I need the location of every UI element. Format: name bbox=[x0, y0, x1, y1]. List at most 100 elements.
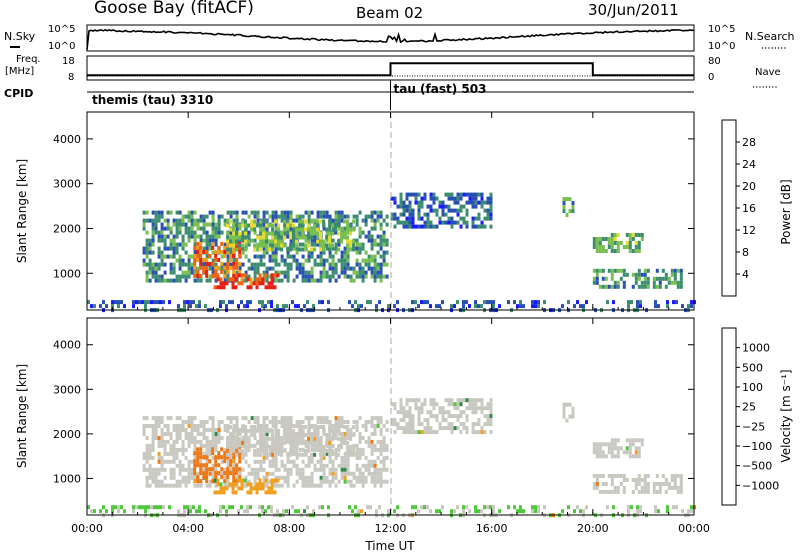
power-cell bbox=[289, 254, 293, 259]
power-cell bbox=[373, 278, 377, 283]
velocity-cell bbox=[235, 428, 239, 433]
power-cell bbox=[301, 247, 305, 252]
power-cell bbox=[631, 237, 635, 241]
colorbar-tick-label: 100 bbox=[742, 381, 763, 394]
power-cell bbox=[483, 300, 486, 305]
velocity-cell bbox=[310, 452, 314, 457]
velocity-cell bbox=[270, 486, 274, 491]
velocity-cell bbox=[286, 452, 290, 457]
power-cell bbox=[385, 238, 389, 243]
power-cell bbox=[160, 254, 164, 259]
power-cell bbox=[226, 210, 230, 215]
velocity-cell bbox=[373, 443, 377, 448]
velocity-cell bbox=[325, 416, 329, 421]
velocity-cell bbox=[175, 436, 179, 440]
velocity-cell bbox=[319, 444, 323, 449]
power-cell bbox=[217, 234, 221, 239]
velocity-cell bbox=[483, 430, 487, 435]
power-cell bbox=[628, 233, 632, 237]
power-cell bbox=[408, 204, 412, 209]
velocity-cell bbox=[253, 475, 257, 480]
velocity-cell bbox=[610, 446, 614, 451]
velocity-cell bbox=[211, 479, 215, 484]
velocity-cell bbox=[234, 490, 238, 495]
power-cell bbox=[489, 204, 493, 209]
power-cell bbox=[267, 285, 271, 290]
velocity-cell bbox=[190, 432, 194, 436]
power-cell bbox=[322, 239, 326, 244]
velocity-cell bbox=[628, 446, 632, 451]
velocity-cell bbox=[205, 467, 209, 472]
velocity-cell bbox=[238, 467, 242, 472]
power-cell bbox=[258, 277, 262, 282]
nave-tick-bottom: 0 bbox=[708, 72, 714, 83]
power-cell bbox=[211, 234, 215, 239]
power-cell bbox=[258, 300, 261, 305]
velocity-cell bbox=[355, 463, 359, 468]
velocity-cell bbox=[235, 471, 239, 476]
power-cell bbox=[196, 245, 200, 250]
velocity-cell bbox=[190, 436, 194, 440]
velocity-cell bbox=[175, 455, 179, 460]
power-cell bbox=[250, 238, 254, 243]
velocity-cell bbox=[163, 443, 167, 448]
velocity-cell bbox=[352, 444, 356, 449]
velocity-cell bbox=[474, 422, 478, 427]
velocity-cell bbox=[565, 402, 569, 407]
power-cell bbox=[408, 200, 412, 205]
power-cell bbox=[241, 210, 245, 215]
velocity-cell bbox=[154, 467, 158, 472]
velocity-cell bbox=[211, 471, 215, 476]
power-cell bbox=[607, 241, 611, 245]
velocity-cell bbox=[208, 467, 212, 472]
velocity-cell bbox=[355, 424, 359, 428]
power-cell bbox=[304, 270, 308, 275]
velocity-cell bbox=[225, 509, 228, 514]
colorbar-tick-label: 16 bbox=[742, 202, 756, 215]
power-cell bbox=[450, 208, 454, 213]
velocity-cell bbox=[214, 483, 218, 488]
velocity-cell bbox=[142, 424, 146, 428]
power-cell bbox=[193, 245, 197, 250]
power-cell bbox=[673, 276, 677, 281]
power-cell bbox=[262, 270, 266, 275]
velocity-cell bbox=[246, 505, 249, 510]
power-cell bbox=[253, 247, 257, 252]
velocity-cell bbox=[196, 455, 200, 460]
nave-tick-top: 80 bbox=[708, 56, 721, 67]
power-cell bbox=[382, 254, 386, 259]
power-cell bbox=[483, 216, 487, 221]
velocity-cell bbox=[367, 439, 371, 444]
velocity-cell bbox=[474, 430, 478, 435]
velocity-cell bbox=[604, 482, 608, 486]
power-cell bbox=[292, 223, 296, 228]
power-cell bbox=[399, 212, 403, 217]
velocity-cell bbox=[664, 482, 668, 486]
power-cell bbox=[390, 216, 394, 221]
velocity-cell bbox=[628, 450, 632, 455]
power-cell bbox=[214, 249, 218, 254]
velocity-cell bbox=[271, 452, 275, 457]
power-cell bbox=[337, 214, 341, 219]
power-cell bbox=[238, 223, 242, 228]
velocity-cell bbox=[307, 475, 311, 480]
velocity-cell bbox=[382, 443, 386, 448]
power-cell bbox=[214, 230, 218, 235]
power-cell bbox=[358, 226, 362, 231]
power-cell bbox=[307, 218, 311, 223]
velocity-cell bbox=[489, 406, 493, 411]
velocity-cell bbox=[658, 489, 662, 494]
power-cell bbox=[355, 258, 359, 263]
velocity-cell bbox=[331, 475, 335, 480]
power-cell bbox=[414, 196, 418, 201]
velocity-cell bbox=[256, 471, 260, 476]
velocity-cell bbox=[373, 428, 377, 432]
velocity-cell bbox=[289, 420, 293, 424]
power-cell bbox=[480, 304, 483, 309]
power-cell bbox=[622, 280, 626, 285]
power-cell bbox=[262, 243, 266, 248]
velocity-cell bbox=[283, 467, 287, 472]
velocity-cell bbox=[277, 420, 281, 424]
velocity-cell bbox=[163, 439, 167, 444]
power-cell bbox=[483, 200, 487, 205]
